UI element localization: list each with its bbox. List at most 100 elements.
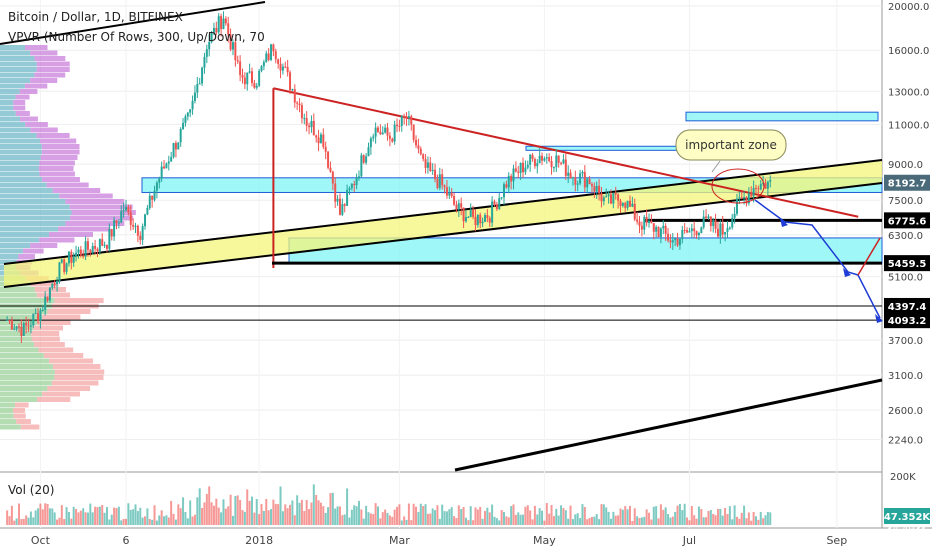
candle-body [731, 217, 734, 228]
volume-bar [22, 518, 25, 525]
volume-bar [365, 505, 368, 525]
candle-body [686, 230, 689, 233]
candle-body [464, 217, 467, 222]
candle-body [193, 92, 196, 102]
volume-bar [334, 508, 337, 525]
volume-bar [65, 507, 68, 525]
volume-bar [94, 506, 97, 525]
volume-profile-bar-up [0, 105, 14, 111]
volume-bar [664, 507, 667, 525]
candle-body [367, 147, 370, 157]
candle-body [462, 207, 465, 222]
volume-bar [227, 506, 230, 525]
volume-profile-bar-up [0, 67, 37, 72]
candle-body [562, 159, 565, 164]
volume-bar [690, 506, 693, 525]
volume-bar [322, 506, 325, 525]
y-axis-tick-label: 3100.0 [888, 371, 923, 382]
candle-body [84, 241, 87, 257]
volume-bar [460, 509, 463, 525]
candle-body [338, 198, 341, 215]
volume-bar [319, 502, 322, 525]
volume-bar [434, 510, 437, 525]
candle-body [555, 155, 558, 168]
candle-body [357, 176, 360, 178]
volume-bar [733, 505, 736, 525]
volume-profile-bar-down [34, 56, 66, 61]
candle-body [690, 228, 693, 232]
volume-profile-bar-up [0, 237, 40, 243]
volume-bar [667, 514, 670, 525]
volume-profile-bar-up [0, 133, 37, 138]
volume-bar [198, 488, 201, 525]
candle-body [262, 61, 265, 67]
volume-profile-bar-up [0, 199, 66, 204]
volume-profile-bar-up [0, 127, 31, 133]
volume-profile-bar-down [40, 155, 78, 160]
volume-bar [614, 515, 617, 525]
candle-body [659, 228, 662, 238]
volume-bar [372, 514, 375, 525]
volume-bar [676, 505, 679, 525]
volume-bar [317, 500, 320, 525]
volume-profile-bar-up [0, 424, 21, 430]
symbol-title: Bitcoin / Dollar, 1D, BITFINEX [8, 10, 183, 24]
volume-profile-bar-up [0, 408, 14, 413]
volume-bar [400, 520, 403, 525]
candle-body [234, 42, 237, 61]
candle-body [595, 185, 598, 192]
volume-profile-bar-down [38, 347, 74, 353]
candle-body [629, 200, 631, 207]
volume-bar [20, 519, 23, 525]
volume-bar [179, 508, 182, 525]
candle-body [745, 197, 748, 204]
volume-bar [369, 513, 372, 525]
projection-arrow-path [754, 199, 881, 319]
volume-bar [205, 493, 208, 525]
volume-profile-bar-up [0, 155, 41, 160]
volume-bar [336, 506, 339, 525]
volume-profile-bar-up [0, 232, 49, 237]
volume-bar [735, 516, 738, 525]
candle-body [308, 125, 311, 128]
volume-profile-bar-up [0, 138, 41, 144]
candle-body [631, 203, 634, 207]
volume-profile-bar-up [0, 94, 16, 100]
volume-bar [607, 511, 610, 525]
price-label-text: 4397.4 [888, 302, 927, 313]
volume-bar [391, 516, 394, 525]
volume-bar [766, 512, 769, 525]
volume-bar [144, 516, 147, 525]
volume-bar [740, 512, 743, 525]
candle-body [460, 203, 463, 208]
candle-body [422, 154, 425, 160]
volume-bar [643, 516, 646, 525]
y-axis-tick-label: 11000.0 [888, 120, 929, 131]
volume-bar [398, 504, 401, 525]
volume-bar [153, 505, 156, 525]
candle-body [612, 192, 615, 204]
volume-bar [683, 503, 686, 525]
descending-resistance-line [273, 87, 859, 218]
price-label-badge [884, 212, 930, 229]
candle-body [184, 116, 187, 123]
volume-bar [222, 499, 225, 525]
volume-bar [246, 489, 249, 525]
candle-body [752, 187, 755, 197]
candle-body [507, 176, 510, 188]
candle-body [510, 176, 513, 182]
candle-body [217, 16, 220, 33]
candle-body [671, 240, 674, 243]
volume-bar [346, 488, 349, 525]
volume-profile-bar-down [30, 127, 58, 133]
volume-bar [486, 507, 489, 525]
candle-body [735, 198, 738, 214]
volume-bar [455, 518, 458, 525]
volume-bar [483, 510, 486, 525]
candle-body [163, 166, 166, 169]
volume-bar [586, 519, 589, 525]
price-label-badge [884, 174, 930, 191]
candle-body [291, 89, 294, 91]
volume-bar [728, 506, 731, 525]
